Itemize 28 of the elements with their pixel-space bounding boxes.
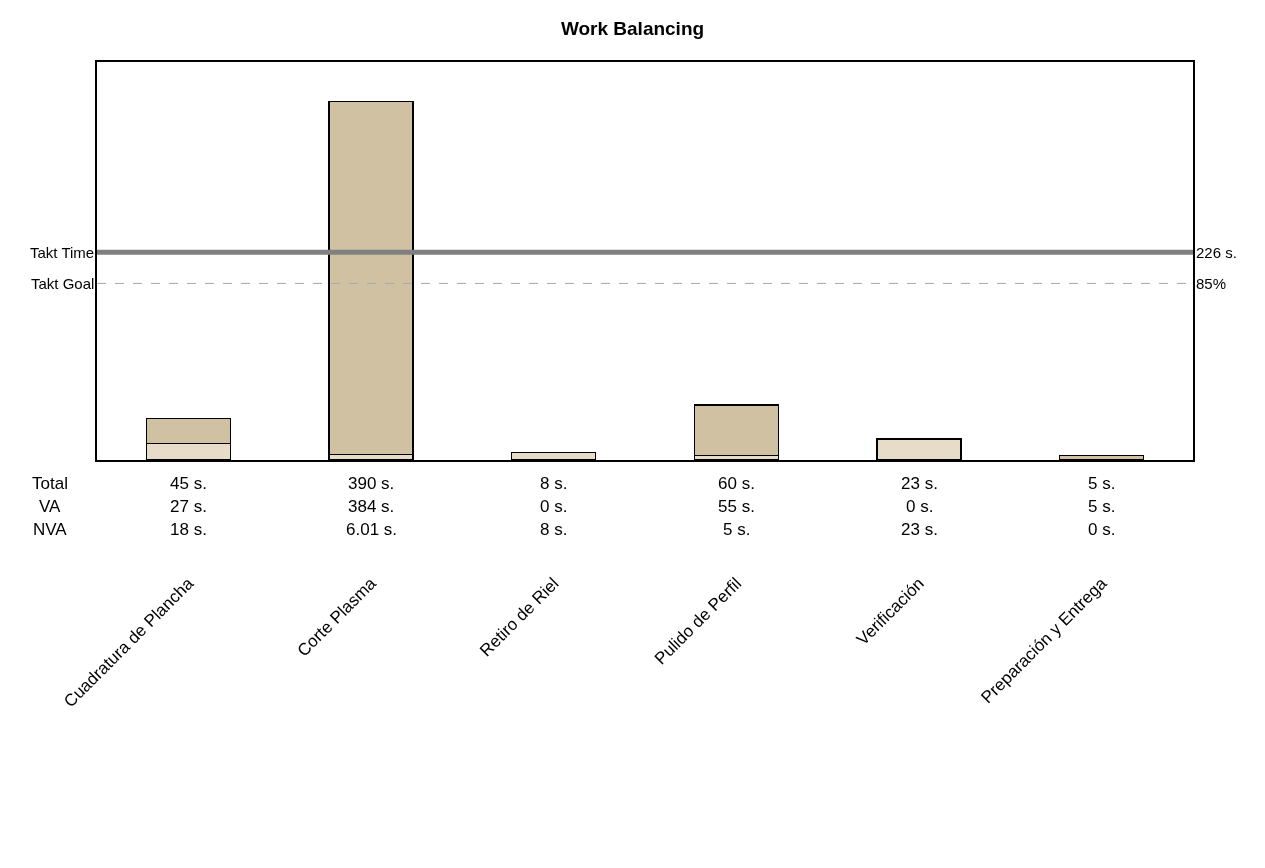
data-label: 0 s. [540,497,568,516]
total-label: 390 s. [348,474,395,493]
ref-line-label: Takt Time [30,244,95,261]
bar [693,404,780,457]
data-label: 55 s. [718,497,755,516]
data-label: 18 s. [170,520,207,539]
data-label: 23 s. [901,520,938,539]
data-label: 5 s. [1088,497,1116,516]
text: VA [39,497,62,516]
total-label: 8 s. [540,474,568,493]
data-label: 8 s. [540,520,568,539]
total-label: 45 s. [170,474,207,493]
data-label: 27 s. [170,497,207,516]
data-label: 6.01 s. [346,520,398,539]
data-label: 5 s. [723,520,751,539]
data-label: 0 s. [906,497,934,516]
bar [328,100,414,456]
text: Total [32,474,68,493]
total-label: 60 s. [718,474,755,493]
data-label: 0 s. [1088,520,1116,539]
data-label: 384 s. [348,497,395,516]
text: 226 s. [1196,244,1237,261]
text: 85% [1196,275,1227,292]
text: NVA [33,520,68,539]
ref-line-label: Takt Goal [31,275,95,292]
total-label: 5 s. [1088,474,1116,493]
total-label: 23 s. [901,474,938,493]
chart-title: Work Balancing [560,17,705,39]
